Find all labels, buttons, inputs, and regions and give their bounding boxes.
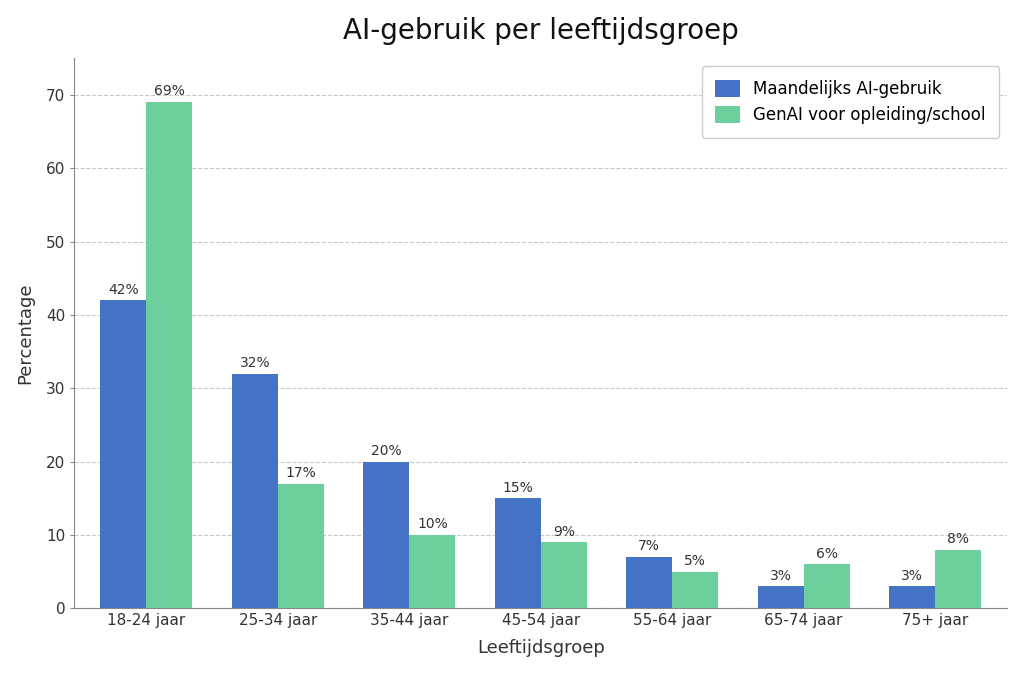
Bar bbox=[231, 373, 278, 609]
Bar bbox=[627, 557, 672, 609]
Text: 3%: 3% bbox=[901, 569, 923, 583]
Text: 5%: 5% bbox=[684, 554, 707, 568]
Bar bbox=[100, 300, 146, 609]
Bar bbox=[804, 564, 850, 609]
Text: 69%: 69% bbox=[154, 84, 185, 98]
Text: 6%: 6% bbox=[816, 547, 838, 561]
Text: 10%: 10% bbox=[417, 518, 447, 531]
Bar bbox=[889, 586, 935, 609]
Text: 9%: 9% bbox=[553, 524, 574, 539]
Text: 32%: 32% bbox=[240, 356, 270, 370]
Title: AI-gebruik per leeftijdsgroep: AI-gebruik per leeftijdsgroep bbox=[343, 17, 738, 44]
Text: 7%: 7% bbox=[638, 539, 660, 553]
Text: 42%: 42% bbox=[109, 282, 139, 297]
Bar bbox=[672, 572, 718, 609]
Bar bbox=[278, 484, 324, 609]
Y-axis label: Percentage: Percentage bbox=[16, 282, 35, 384]
Text: 15%: 15% bbox=[503, 481, 534, 495]
Legend: Maandelijks AI-gebruik, GenAI voor opleiding/school: Maandelijks AI-gebruik, GenAI voor oplei… bbox=[701, 67, 999, 137]
Text: 20%: 20% bbox=[371, 444, 401, 458]
Text: 17%: 17% bbox=[286, 466, 316, 480]
Bar bbox=[541, 543, 587, 609]
Text: 3%: 3% bbox=[770, 569, 792, 583]
Bar bbox=[364, 462, 410, 609]
Bar bbox=[758, 586, 804, 609]
X-axis label: Leeftijdsgroep: Leeftijdsgroep bbox=[477, 640, 605, 657]
Bar bbox=[495, 498, 541, 609]
Bar bbox=[410, 535, 456, 609]
Bar bbox=[935, 550, 981, 609]
Bar bbox=[146, 102, 193, 609]
Text: 8%: 8% bbox=[947, 532, 969, 546]
